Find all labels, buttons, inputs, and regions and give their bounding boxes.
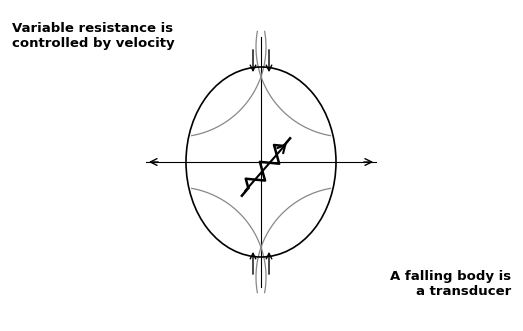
- Text: A falling body is
a transducer: A falling body is a transducer: [390, 270, 511, 298]
- Text: Variable resistance is
controlled by velocity: Variable resistance is controlled by vel…: [12, 22, 175, 50]
